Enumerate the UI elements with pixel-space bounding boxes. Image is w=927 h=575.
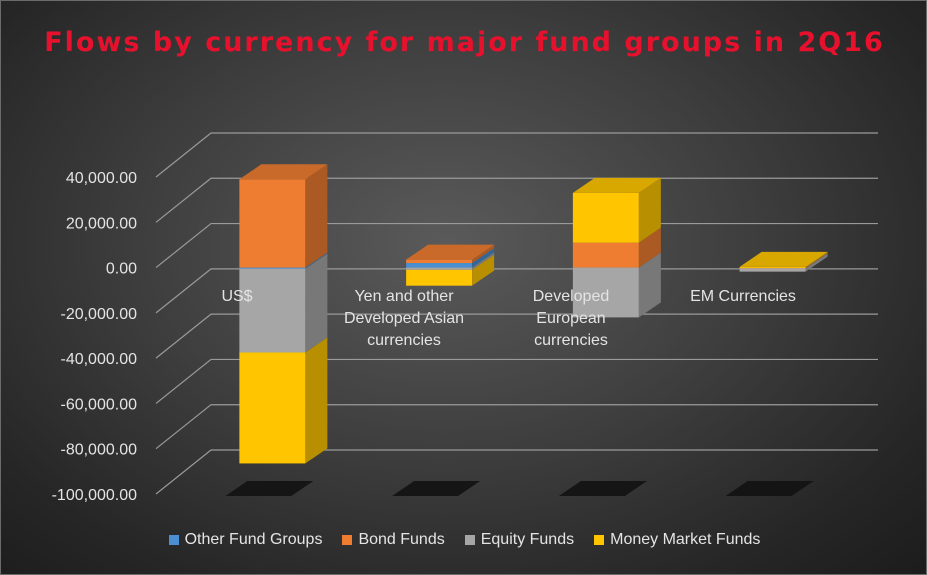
bar-segment	[239, 268, 306, 353]
bar-segment	[239, 267, 306, 269]
bar-side	[472, 252, 495, 270]
bar-side	[805, 253, 828, 272]
bar-side	[305, 164, 328, 268]
bar-side	[472, 244, 495, 264]
floor-shadow	[225, 481, 314, 496]
bar-side	[305, 252, 328, 269]
bar-segment	[572, 192, 639, 243]
legend-item: Bond Funds	[342, 531, 445, 549]
legend-item: Other Fund Groups	[168, 531, 323, 549]
bar-segment	[572, 267, 639, 318]
bar-top	[239, 164, 328, 180]
bar-side	[638, 227, 661, 268]
y-tick-label: -80,000.00	[60, 442, 137, 459]
bar-side	[472, 248, 495, 268]
y-tick-label: 20,000.00	[66, 215, 137, 232]
gridline	[155, 313, 878, 359]
bar-segment	[406, 269, 473, 286]
bar-top	[739, 251, 828, 267]
chart-legend: Other Fund Groups Bond Funds Equity Funds M…	[1, 531, 926, 549]
gridline	[155, 132, 878, 178]
bar-top	[406, 244, 495, 260]
bar-segment	[572, 242, 639, 268]
bar-side	[638, 252, 661, 318]
gridline	[155, 404, 878, 450]
gridline	[155, 358, 878, 404]
legend-swatch	[168, 535, 179, 545]
legend-swatch	[464, 535, 475, 545]
legend-item: Equity Funds	[464, 531, 575, 549]
y-tick-label: -20,000.00	[60, 306, 137, 323]
y-tick-label: 40,000.00	[66, 170, 137, 187]
y-tick-label: -40,000.00	[60, 351, 137, 368]
bar-side	[305, 337, 328, 464]
bar-segment	[239, 352, 306, 464]
bar-side	[472, 254, 495, 286]
legend-label: Equity Funds	[480, 531, 575, 548]
y-tick-label: 0.00	[106, 261, 137, 278]
legend-label: Money Market Funds	[610, 531, 761, 548]
chart-title: Flows by currency for major fund groups …	[44, 27, 885, 58]
gridline	[155, 449, 878, 495]
category-label: Developed European currencies	[533, 288, 610, 349]
bar-segment	[239, 179, 306, 268]
bar-segment	[739, 268, 806, 272]
category-label: EM Currencies	[690, 288, 796, 305]
bar-side	[805, 251, 828, 268]
bar-segment	[739, 267, 806, 269]
bar-top	[572, 177, 661, 193]
category-label: Yen and other Developed Asian currencies	[344, 288, 464, 349]
category-label: US$	[221, 288, 252, 305]
legend-label: Bond Funds	[358, 531, 445, 548]
y-tick-label: -60,000.00	[60, 396, 137, 413]
bar-segment	[406, 259, 473, 264]
bar-segment	[406, 267, 473, 270]
bar-side	[305, 253, 328, 353]
legend-swatch	[594, 535, 605, 545]
legend-swatch	[342, 535, 353, 545]
bar-segment	[739, 266, 806, 268]
bar-side	[638, 177, 661, 243]
floor-shadow	[725, 481, 814, 496]
y-tick-label: -100,000.00	[52, 487, 138, 504]
floor-shadow	[558, 481, 647, 496]
bar-segment	[406, 263, 473, 268]
legend-item: Money Market Funds	[594, 531, 760, 549]
floor-shadow	[392, 481, 481, 496]
legend-label: Other Fund Groups	[184, 531, 323, 548]
bar-side	[805, 252, 828, 269]
